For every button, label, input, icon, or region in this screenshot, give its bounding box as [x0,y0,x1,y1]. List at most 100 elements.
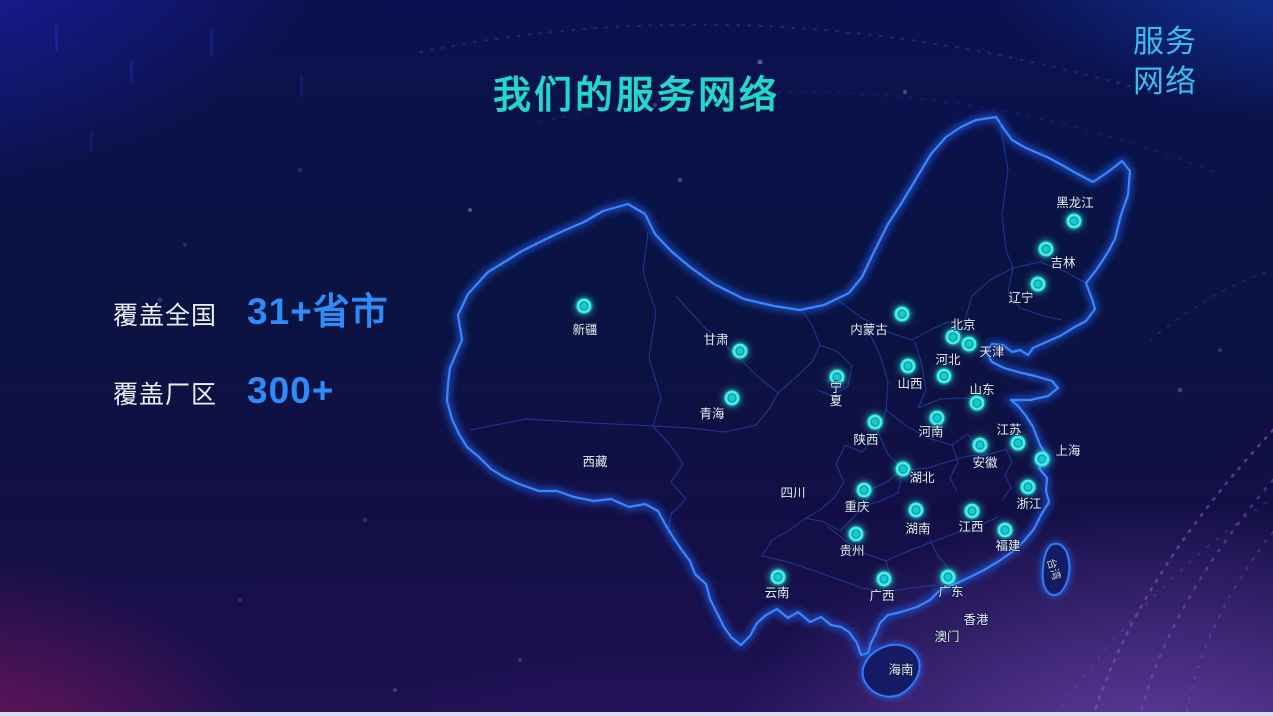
province-label-hebei: 河北 [935,353,961,367]
province-shanghai: 上海 [1033,442,1082,468]
province-label-jiangsu: 江苏 [996,422,1021,437]
province-chongqing: 重庆 [843,481,873,515]
province-ningxia: 宁夏 [828,368,846,409]
province-hebei: 河北 [934,352,962,385]
city-dot-jiangxi [963,502,981,520]
city-dot-fujian [996,521,1014,539]
province-fujian: 福建 [994,521,1022,554]
province-liaoning: 辽宁 [1007,275,1047,306]
province-yunnan: 云南 [763,568,791,601]
province-guangdong: 广东 [937,568,965,600]
city-dot-liaoning [1029,275,1047,293]
stat-label: 覆盖全国 [113,302,218,330]
province-tianjin: 天津 [960,335,1006,360]
city-dot-shanghai [1033,450,1051,468]
china-outline [445,115,1132,657]
province-label-hubei: 湖北 [909,470,935,485]
province-shandong: 山东 [968,382,996,412]
slide-title: 我们的服务网络 [492,75,780,117]
province-guizhou: 贵州 [838,525,866,559]
province-label-henan: 河南 [918,424,943,439]
china-mainland [442,112,1135,698]
city-dot-heilongjiang [1065,212,1083,230]
city-dot-shandong [968,394,986,412]
province-guangxi: 广西 [868,570,896,604]
city-dot-hebei [935,367,953,385]
province-label-tianjin: 天津 [979,345,1004,359]
corner-tag-line1: 服务 [1133,24,1197,59]
city-dot-jilin [1037,240,1055,258]
china-outline-glow [442,112,1135,660]
province-gansu: 甘肃 [702,332,749,360]
bottom-strip [0,712,1273,716]
city-dot-guangxi [875,570,893,588]
province-label-hainan: 海南 [888,662,913,677]
province-label-macau: 澳门 [934,629,959,644]
province-label-sichuan: 四川 [780,486,805,500]
province-xizang: 西藏 [581,454,609,470]
province-label-anhui: 安徽 [972,455,998,470]
province-beijing: 北京 [944,317,977,346]
city-dot-beijing [944,328,962,346]
province-xinjiang: 新疆 [571,297,599,338]
province-label-hunan: 湖南 [905,521,930,536]
city-dot-xinjiang [575,297,593,315]
province-label-guangdong: 广东 [938,585,963,599]
city-dot-yunnan [769,568,787,586]
city-dot-chongqing [855,481,873,499]
province-hunan: 湖南 [904,501,932,537]
province-hainan: 海南 [887,661,914,678]
particle-decor [55,23,1273,716]
city-dot-henan [928,409,946,427]
province-anhui: 安徽 [971,436,999,471]
province-label-gansu: 甘肃 [703,333,728,347]
province-shaanxi: 陕西 [852,413,884,448]
stat-row-factories: 覆盖厂区 300+ [113,370,389,422]
province-label-liaoning: 辽宁 [1008,290,1033,305]
city-dot-tianjin [960,335,978,353]
coverage-stats: 覆盖全国 31+省市 覆盖厂区 300+ [113,281,389,422]
city-dot-ningxia [828,368,846,386]
stat-value: 300+ [247,370,335,411]
province-label-neimenggu: 内蒙古 [850,322,888,337]
province-label-shanxi: 山西 [897,377,922,391]
province-hubei: 湖北 [894,460,936,486]
city-dot-jiangsu [1009,434,1027,452]
province-label-ningxia: 宁夏 [830,380,843,408]
province-label-guangxi: 广西 [869,589,894,603]
province-label-beijing: 北京 [950,318,975,332]
province-heilongjiang: 黑龙江 [1055,195,1095,230]
province-label-zhejiang: 浙江 [1016,496,1041,511]
province-hongkong: 香港 [962,612,990,628]
province-jiangsu: 江苏 [995,421,1027,452]
city-dot-shaanxi [866,413,884,431]
province-label-heilongjiang: 黑龙江 [1056,196,1094,210]
hainan-island [861,643,921,698]
province-label-jilin: 吉林 [1050,256,1076,270]
province-shanxi: 山西 [896,357,924,392]
province-label-jiangxi: 江西 [958,520,983,534]
province-label-hongkong: 香港 [963,613,989,627]
province-qinghai: 青海 [698,389,741,422]
stat-row-provinces: 覆盖全国 31+省市 [113,281,389,333]
city-dot-hubei [894,460,912,478]
city-dot-guangdong [939,568,957,586]
taiwan-island [1041,542,1071,596]
province-henan: 河南 [917,409,946,440]
province-sichuan: 四川 [779,485,806,501]
province-label-yunnan: 云南 [764,585,789,600]
city-dot-qinghai [723,389,741,407]
province-macau: 澳门 [933,628,960,645]
province-label-xinjiang: 新疆 [572,322,597,337]
city-dot-neimenggu [893,305,911,323]
corner-tag-line2: 网络 [1133,63,1197,99]
province-label-fujian: 福建 [995,538,1021,553]
province-label-xizang: 西藏 [582,455,608,469]
province-label-shandong: 山东 [969,383,994,397]
corner-tag: 服务 网络 [1133,22,1197,101]
city-dot-gansu [731,342,749,360]
